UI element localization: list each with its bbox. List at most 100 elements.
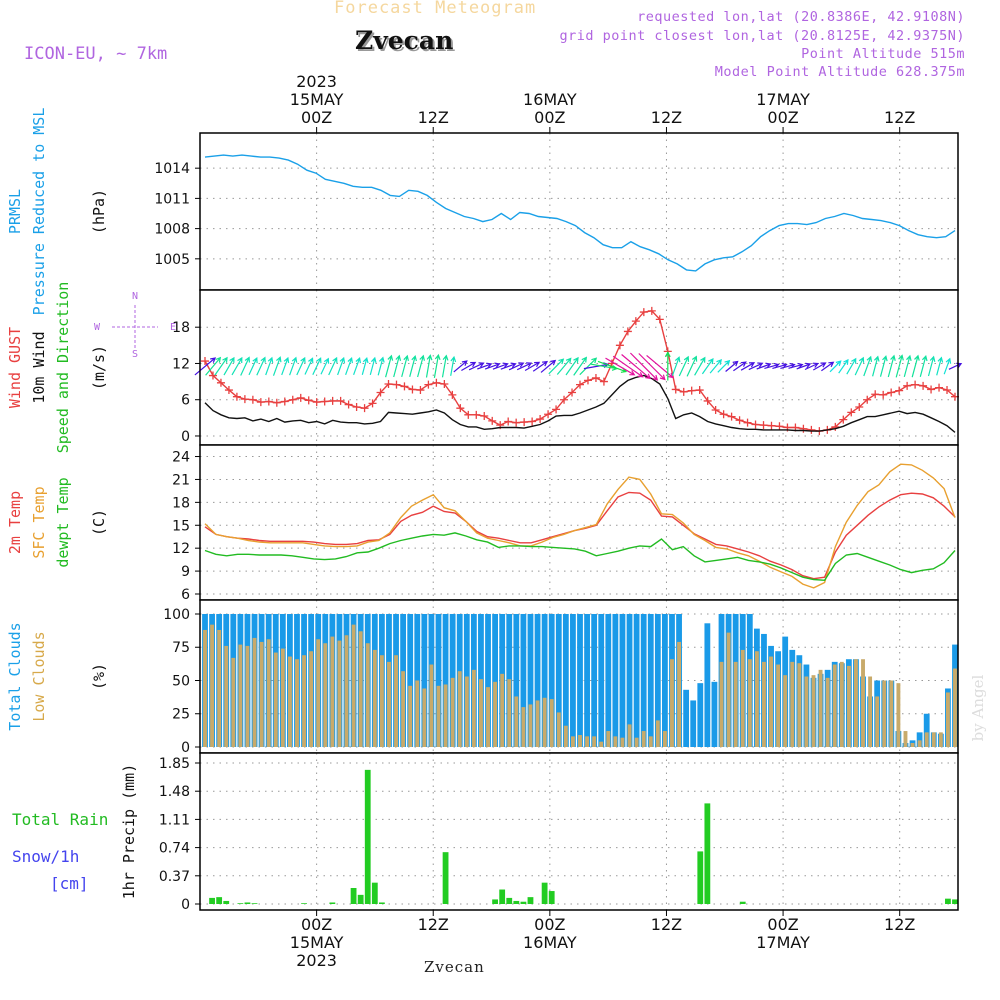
wind-arrow bbox=[796, 362, 812, 370]
bar-total-clouds bbox=[435, 613, 442, 747]
bar-total-clouds bbox=[541, 613, 548, 747]
wind-arrow bbox=[701, 357, 714, 375]
gust-marker bbox=[392, 380, 401, 389]
gust-marker bbox=[943, 386, 952, 395]
gust-marker bbox=[799, 424, 808, 433]
bar-low-clouds bbox=[776, 664, 781, 747]
gust-marker bbox=[264, 397, 273, 406]
model-altitude: Model Point Altitude 628.375m bbox=[714, 64, 965, 80]
bar-total-rain bbox=[371, 882, 378, 904]
gust-marker bbox=[384, 380, 393, 389]
bar-low-clouds bbox=[238, 644, 243, 747]
gust-marker bbox=[615, 341, 624, 350]
bar-low-clouds bbox=[882, 680, 887, 747]
wind-arrow bbox=[872, 355, 880, 377]
axis-title-dewpt-temp: dewpt Temp bbox=[54, 477, 72, 567]
bar-total-clouds bbox=[626, 613, 633, 747]
bar-low-clouds bbox=[592, 736, 597, 747]
y-tick-label: 18 bbox=[172, 495, 190, 511]
wind-arrow bbox=[500, 362, 517, 370]
bar-low-clouds bbox=[528, 704, 533, 747]
panel-clouds: 0 25 50 75 100 Total Clouds Low Clouds (%) bbox=[6, 599, 959, 756]
wind-arrow bbox=[671, 356, 681, 376]
gust-marker bbox=[927, 385, 936, 394]
gust-marker bbox=[855, 402, 864, 411]
bar-total-clouds bbox=[584, 613, 590, 747]
wind-arrow bbox=[492, 362, 509, 370]
wind-arrow bbox=[516, 362, 533, 371]
wind-arrow bbox=[863, 355, 873, 377]
unit-label: 1hr Precip (mm) bbox=[120, 764, 138, 899]
wind-arrow bbox=[337, 356, 346, 376]
panel-bg bbox=[200, 133, 958, 290]
bar-low-clouds bbox=[316, 639, 321, 747]
y-tick-label: 1.48 bbox=[159, 784, 190, 800]
bar-low-clouds bbox=[726, 632, 731, 747]
y-tick-label: 18 bbox=[172, 320, 190, 336]
wind-arrow bbox=[943, 357, 952, 375]
gust-marker bbox=[544, 410, 553, 419]
gust-marker bbox=[751, 420, 760, 429]
axis-title-low-clouds: Low Clouds bbox=[30, 631, 48, 721]
wind-arrow bbox=[829, 360, 842, 373]
axis-title-pressure-reduced-to-msl: Pressure Reduced to MSL bbox=[30, 108, 48, 316]
wind-arrow bbox=[733, 361, 747, 372]
bar-low-clouds bbox=[443, 684, 448, 747]
axis-title-10m-wind: 10m Wind bbox=[30, 331, 48, 403]
wind-arrow bbox=[441, 354, 449, 378]
bar-total-rain bbox=[548, 891, 555, 904]
wind-arrow bbox=[272, 356, 282, 376]
bar-low-clouds bbox=[839, 661, 844, 747]
bar-total-rain bbox=[209, 897, 215, 904]
gust-marker bbox=[919, 381, 928, 390]
wind-arrow bbox=[629, 352, 659, 381]
y-tick-label: 25 bbox=[172, 707, 190, 723]
bar-total-rain bbox=[244, 902, 251, 904]
gust-marker bbox=[256, 398, 265, 407]
bar-low-clouds bbox=[606, 731, 611, 747]
y-tick-label: 9 bbox=[181, 564, 190, 580]
y-tick-label: 75 bbox=[172, 640, 190, 656]
bar-low-clouds bbox=[740, 649, 745, 747]
gust-marker bbox=[903, 381, 912, 390]
wind-arrow bbox=[281, 356, 290, 376]
y-tick-label: 0 bbox=[181, 897, 190, 913]
wind-arrow bbox=[540, 359, 557, 373]
wind-arrow bbox=[717, 359, 731, 373]
bar-low-clouds bbox=[896, 683, 901, 747]
wind-arrow bbox=[377, 356, 385, 376]
unit-label: (C) bbox=[90, 509, 108, 536]
wind-arrow bbox=[678, 355, 690, 377]
bar-total-clouds bbox=[916, 732, 923, 747]
wind-arrow bbox=[556, 357, 572, 375]
bar-total-clouds bbox=[605, 613, 612, 747]
gust-marker bbox=[344, 400, 353, 409]
wind-arrow bbox=[328, 356, 338, 376]
bar-low-clouds bbox=[422, 688, 427, 747]
gust-marker bbox=[208, 371, 217, 380]
bar-total-rain bbox=[364, 769, 371, 904]
panel-bg bbox=[200, 445, 958, 600]
gust-marker bbox=[216, 378, 225, 387]
wind-arrow bbox=[686, 355, 698, 377]
bar-total-rain bbox=[739, 901, 746, 904]
bar-total-clouds bbox=[697, 683, 704, 747]
bar-total-rain bbox=[527, 897, 534, 904]
gust-marker bbox=[631, 317, 640, 326]
wind-arrow bbox=[296, 356, 306, 376]
wind-arrow bbox=[409, 354, 417, 377]
gust-marker bbox=[871, 390, 880, 399]
gust-marker bbox=[504, 417, 513, 426]
bar-low-clouds bbox=[415, 680, 420, 747]
line-sfc-temp bbox=[204, 463, 956, 589]
gust-marker bbox=[735, 416, 744, 425]
bar-total-clouds bbox=[704, 623, 711, 747]
bar-total-clouds bbox=[407, 613, 414, 747]
gust-marker bbox=[368, 399, 377, 408]
bar-low-clouds bbox=[599, 741, 604, 747]
time-label-top: 00Z bbox=[534, 108, 565, 127]
bar-low-clouds bbox=[563, 725, 568, 747]
gust-marker bbox=[336, 396, 345, 405]
precip-legend-1: Snow/1h bbox=[12, 847, 79, 866]
bar-low-clouds bbox=[450, 677, 455, 747]
